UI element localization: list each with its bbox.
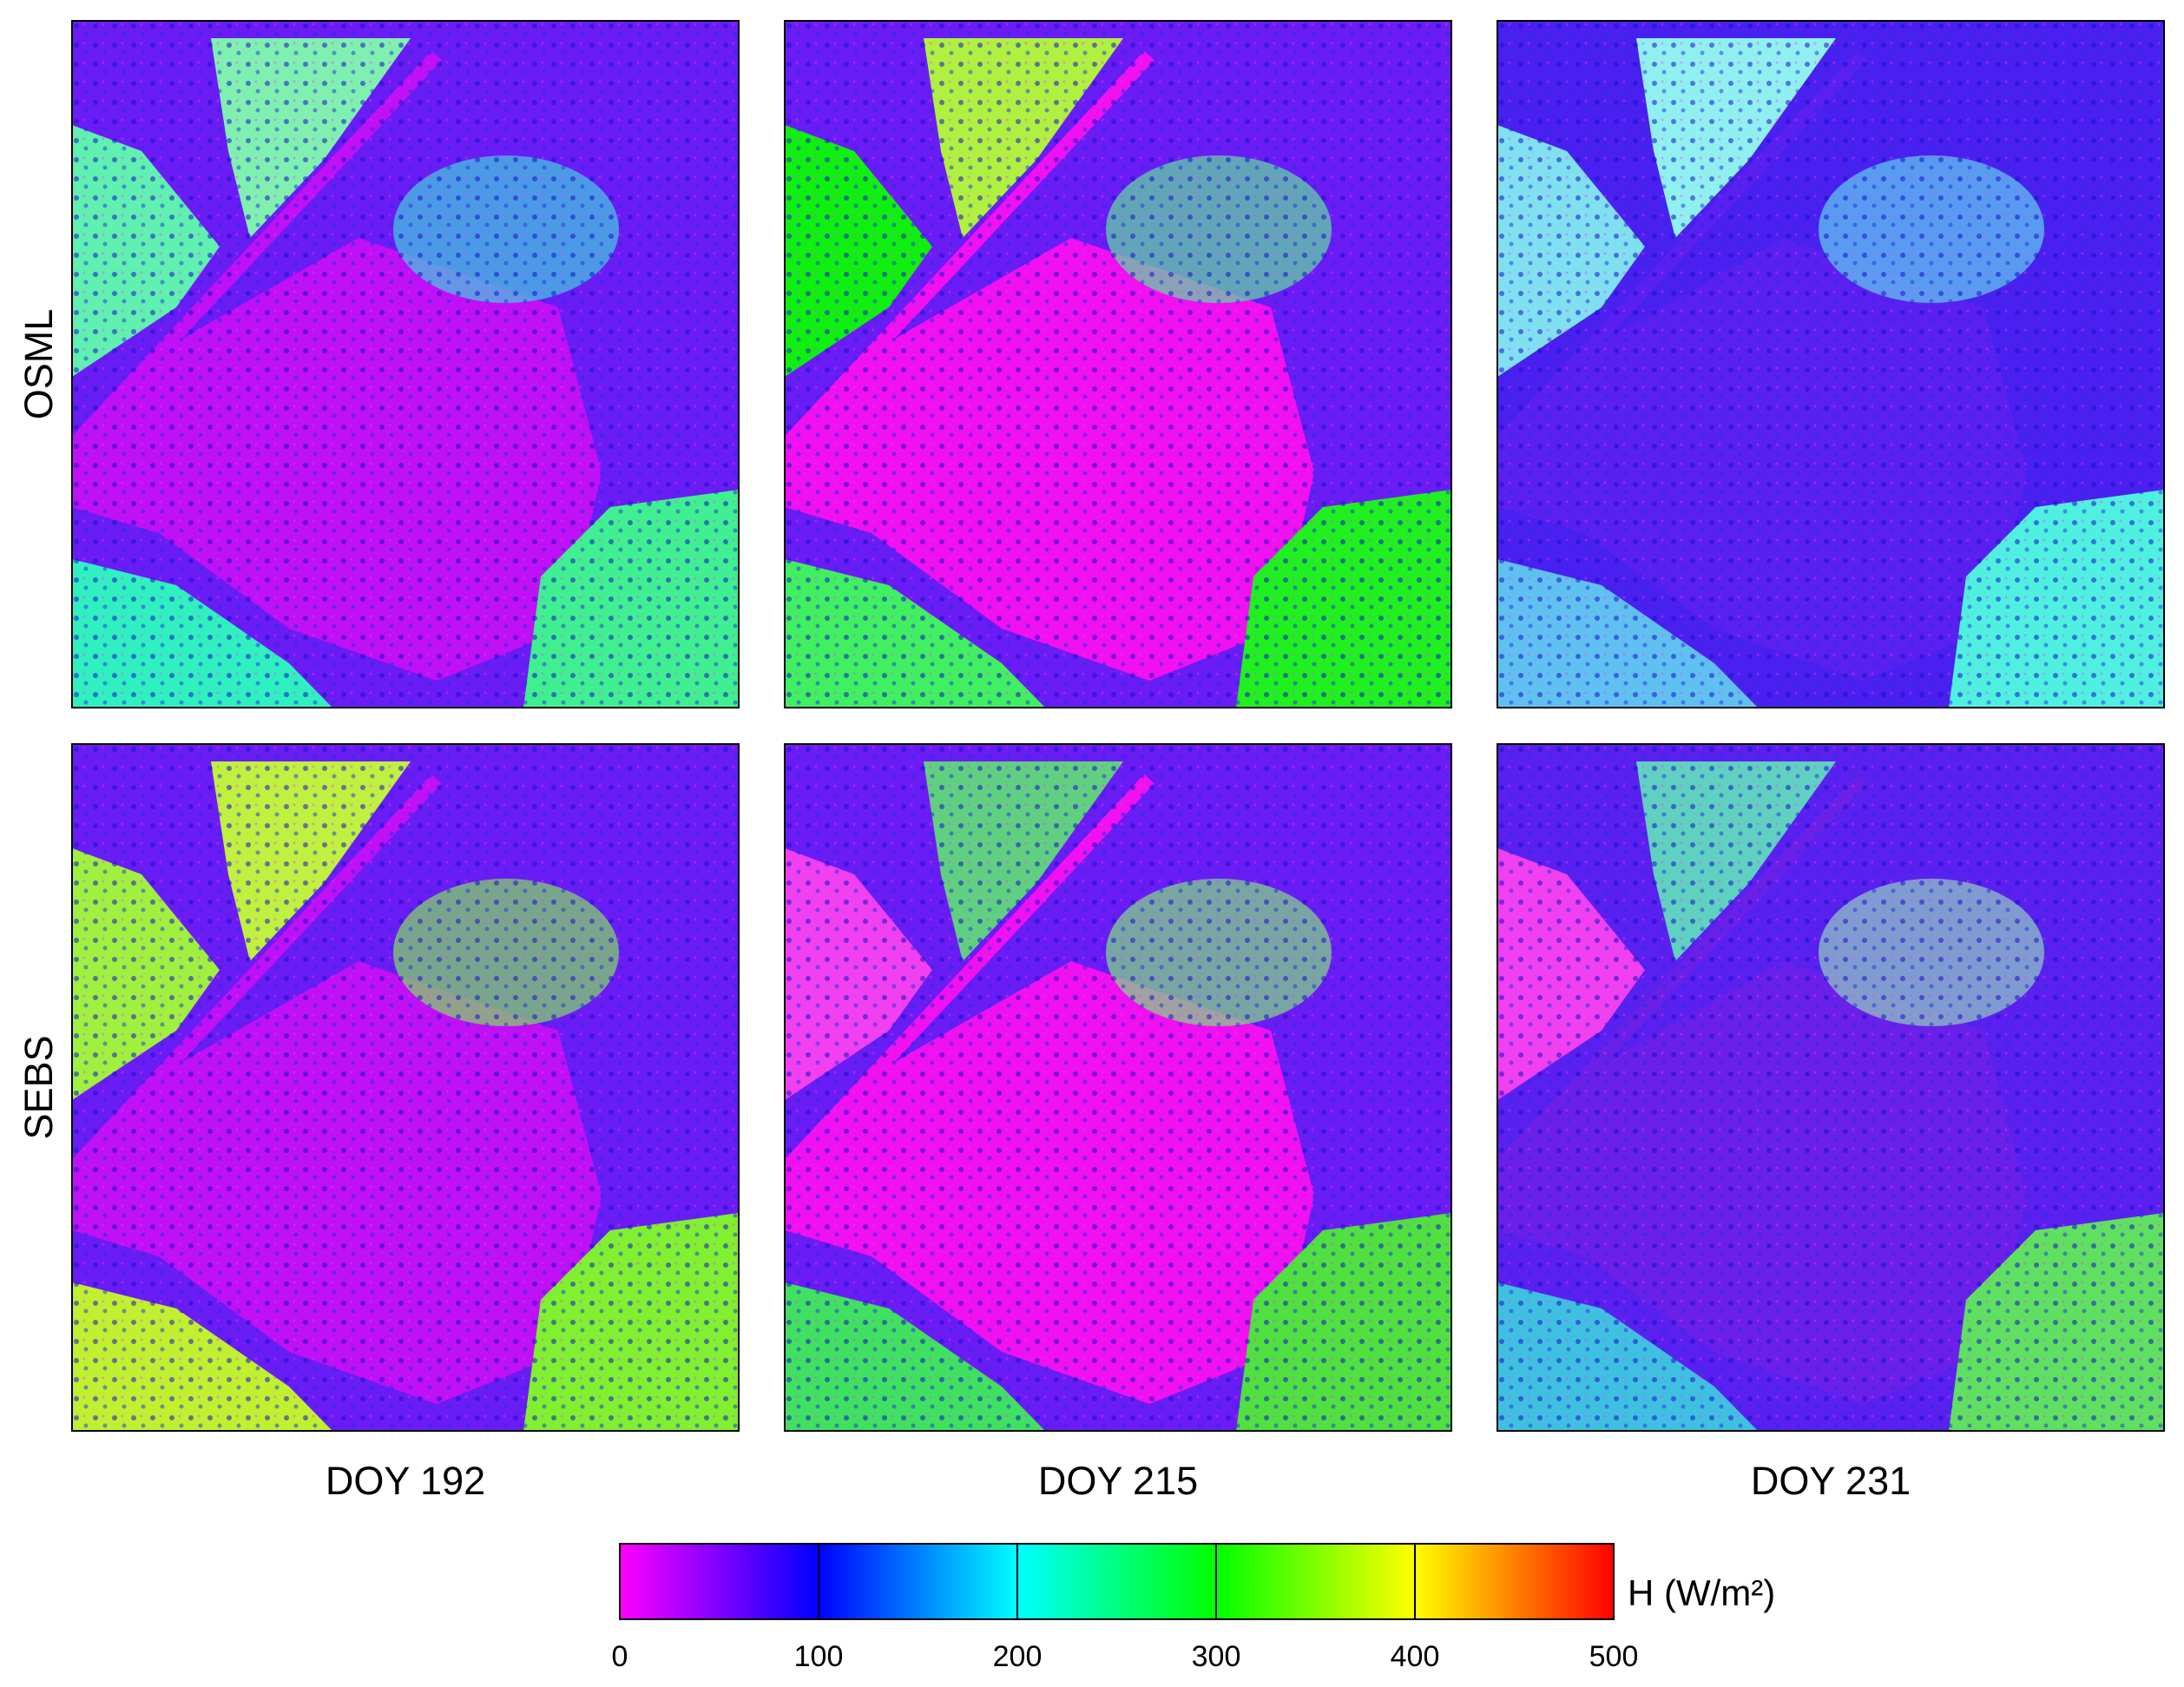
- map-texture: [785, 744, 1451, 1431]
- map-frame: [784, 20, 1452, 708]
- row-label: SEBS: [16, 1035, 61, 1139]
- colorbar-tick-label: 300: [1192, 1640, 1241, 1673]
- map-texture: [72, 744, 739, 1431]
- map-frame: [71, 743, 740, 1432]
- row-label: OSML: [16, 309, 61, 420]
- colorbar-tick-label: 500: [1589, 1640, 1639, 1673]
- map-frame: [784, 743, 1452, 1432]
- colorbar-tick-label: 100: [794, 1640, 844, 1673]
- map-texture: [1497, 744, 2164, 1431]
- colorbar-tick-label: 400: [1391, 1640, 1440, 1673]
- map-texture: [785, 21, 1451, 708]
- colorbar: [619, 1543, 1615, 1620]
- map-panel: [1497, 743, 2165, 1432]
- map-panel: [784, 743, 1452, 1432]
- map-image: [72, 744, 739, 1431]
- column-label: DOY 192: [326, 1459, 485, 1503]
- map-frame: [1497, 743, 2165, 1432]
- colorbar-tick-label: 0: [612, 1640, 628, 1673]
- map-frame: [1497, 20, 2165, 708]
- map-frame: [71, 20, 740, 708]
- column-label: DOY 215: [1038, 1459, 1198, 1503]
- colorbar-tick-label: 200: [993, 1640, 1043, 1673]
- map-image: [1497, 21, 2164, 708]
- map-panel: [784, 20, 1452, 708]
- map-image: [785, 21, 1451, 708]
- map-panel: [1497, 20, 2165, 708]
- column-label: DOY 231: [1751, 1459, 1911, 1503]
- map-texture: [72, 21, 739, 708]
- map-texture: [1497, 21, 2164, 708]
- map-image: [785, 744, 1451, 1431]
- colorbar-label: H (W/m²): [1628, 1572, 1775, 1613]
- map-image: [1497, 744, 2164, 1431]
- map-panel: [71, 743, 740, 1432]
- map-panel: [71, 20, 740, 708]
- map-image: [72, 21, 739, 708]
